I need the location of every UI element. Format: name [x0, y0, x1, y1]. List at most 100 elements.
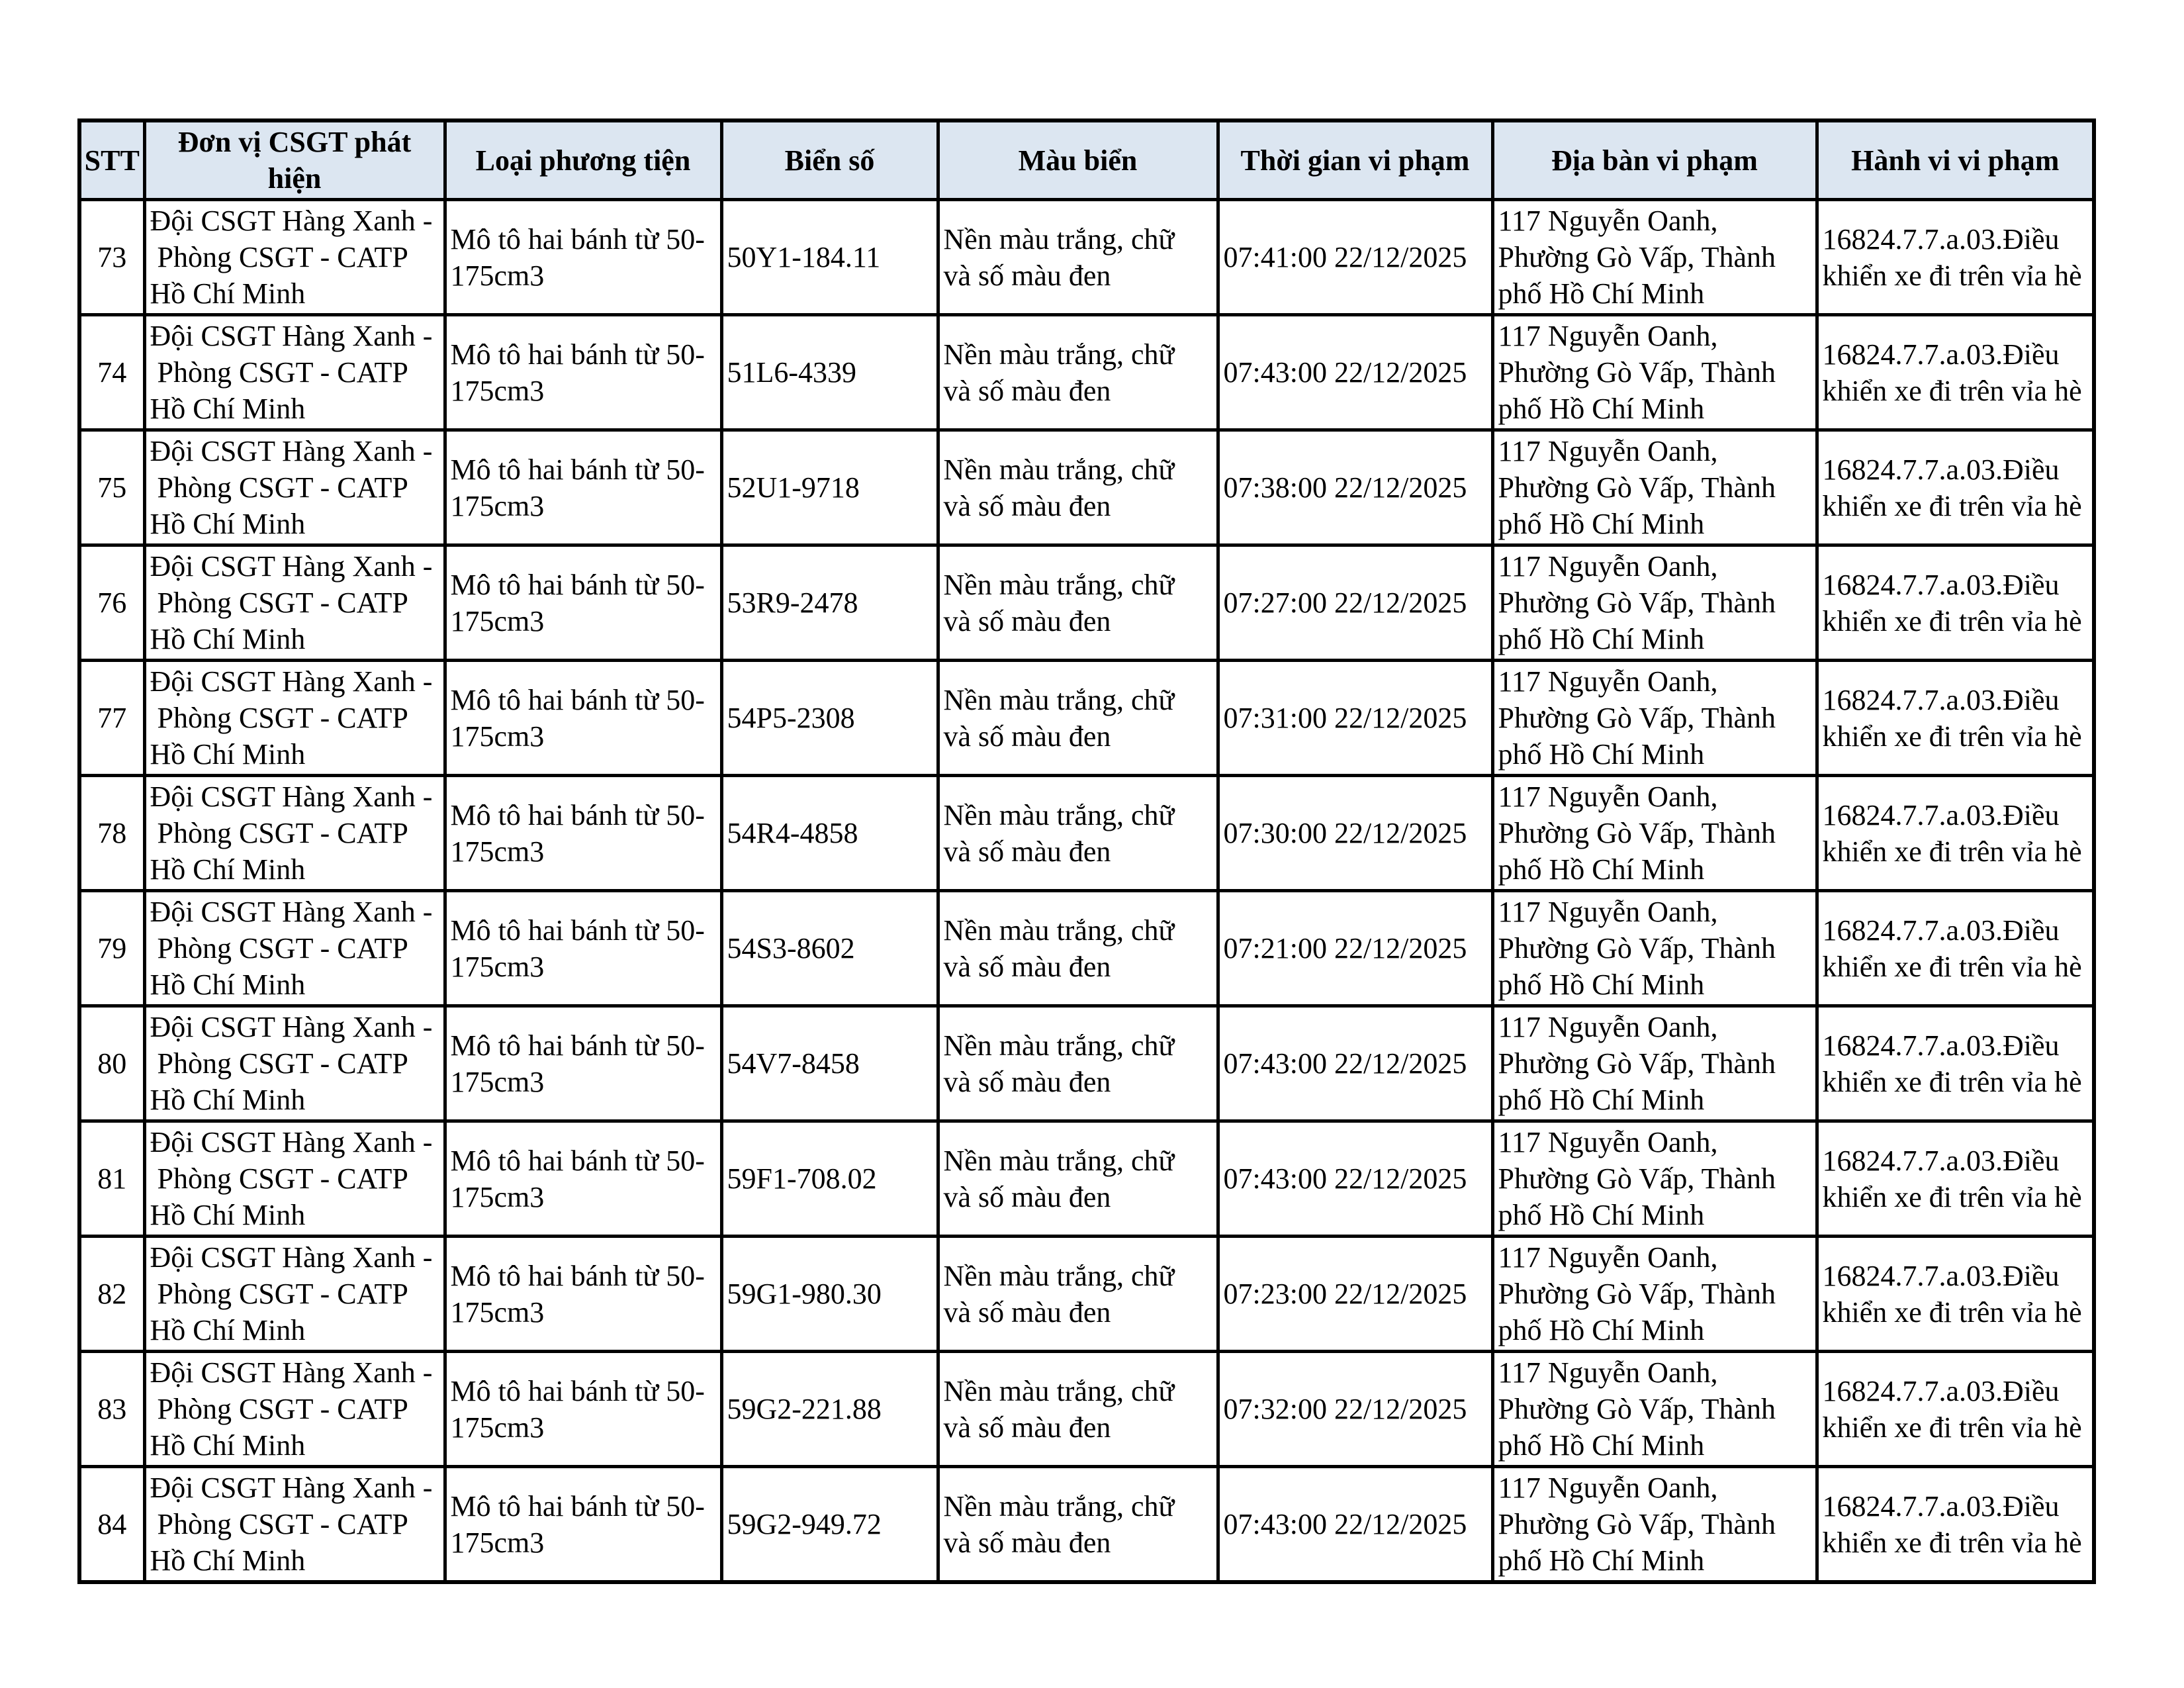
cell-mau-bien: Nền màu trắng, chữ và số màu đen: [936, 313, 1220, 432]
header-mau-bien: Màu biển: [936, 118, 1220, 201]
cell-loai-phuong-tien: Mô tô hai bánh từ 50- 175cm3: [443, 889, 723, 1008]
table-row: 77 Đội CSGT Hàng Xanh - Phòng CSGT - CAT…: [77, 659, 2096, 777]
cell-don-vi: Đội CSGT Hàng Xanh - Phòng CSGT - CATP H…: [142, 1004, 447, 1123]
cell-stt: 76: [77, 543, 146, 662]
cell-mau-bien: Nền màu trắng, chữ và số màu đen: [936, 659, 1220, 777]
cell-loai-phuong-tien: Mô tô hai bánh từ 50- 175cm3: [443, 1350, 723, 1468]
cell-hanh-vi: 16824.7.7.a.03.Điều khiển xe đi trên vỉa…: [1815, 198, 2096, 316]
cell-thoi-gian: 07:27:00 22/12/2025: [1216, 543, 1494, 662]
cell-don-vi: Đội CSGT Hàng Xanh - Phòng CSGT - CATP H…: [142, 774, 447, 892]
cell-don-vi: Đội CSGT Hàng Xanh - Phòng CSGT - CATP H…: [142, 543, 447, 662]
cell-stt: 81: [77, 1119, 146, 1238]
cell-bien-so: 51L6-4339: [719, 313, 940, 432]
table-row: 73 Đội CSGT Hàng Xanh - Phòng CSGT - CAT…: [77, 198, 2096, 316]
table-row: 83 Đội CSGT Hàng Xanh - Phòng CSGT - CAT…: [77, 1350, 2096, 1468]
cell-hanh-vi: 16824.7.7.a.03.Điều khiển xe đi trên vỉa…: [1815, 428, 2096, 547]
cell-dia-ban: 117 Nguyễn Oanh, Phường Gò Vấp, Thành ph…: [1490, 659, 1819, 777]
cell-dia-ban: 117 Nguyễn Oanh, Phường Gò Vấp, Thành ph…: [1490, 889, 1819, 1008]
table-row: 76 Đội CSGT Hàng Xanh - Phòng CSGT - CAT…: [77, 543, 2096, 662]
cell-bien-so: 59G2-949.72: [719, 1465, 940, 1584]
cell-don-vi: Đội CSGT Hàng Xanh - Phòng CSGT - CATP H…: [142, 313, 447, 432]
cell-loai-phuong-tien: Mô tô hai bánh từ 50- 175cm3: [443, 313, 723, 432]
cell-don-vi: Đội CSGT Hàng Xanh - Phòng CSGT - CATP H…: [142, 198, 447, 316]
cell-hanh-vi: 16824.7.7.a.03.Điều khiển xe đi trên vỉa…: [1815, 313, 2096, 432]
cell-don-vi: Đội CSGT Hàng Xanh - Phòng CSGT - CATP H…: [142, 1119, 447, 1238]
cell-thoi-gian: 07:31:00 22/12/2025: [1216, 659, 1494, 777]
header-don-vi-csgt: Đơn vị CSGT phát hiện: [142, 118, 447, 201]
cell-hanh-vi: 16824.7.7.a.03.Điều khiển xe đi trên vỉa…: [1815, 1119, 2096, 1238]
cell-thoi-gian: 07:38:00 22/12/2025: [1216, 428, 1494, 547]
cell-dia-ban: 117 Nguyễn Oanh, Phường Gò Vấp, Thành ph…: [1490, 1350, 1819, 1468]
table-row: 84 Đội CSGT Hàng Xanh - Phòng CSGT - CAT…: [77, 1465, 2096, 1584]
table-row: 75 Đội CSGT Hàng Xanh - Phòng CSGT - CAT…: [77, 428, 2096, 547]
header-loai-phuong-tien: Loại phương tiện: [443, 118, 723, 201]
header-stt: STT: [77, 118, 146, 201]
cell-thoi-gian: 07:43:00 22/12/2025: [1216, 1119, 1494, 1238]
cell-hanh-vi: 16824.7.7.a.03.Điều khiển xe đi trên vỉa…: [1815, 1465, 2096, 1584]
table-row: 74 Đội CSGT Hàng Xanh - Phòng CSGT - CAT…: [77, 313, 2096, 432]
cell-hanh-vi: 16824.7.7.a.03.Điều khiển xe đi trên vỉa…: [1815, 659, 2096, 777]
cell-dia-ban: 117 Nguyễn Oanh, Phường Gò Vấp, Thành ph…: [1490, 1004, 1819, 1123]
cell-loai-phuong-tien: Mô tô hai bánh từ 50- 175cm3: [443, 659, 723, 777]
cell-loai-phuong-tien: Mô tô hai bánh từ 50- 175cm3: [443, 198, 723, 316]
table-row: 82 Đội CSGT Hàng Xanh - Phòng CSGT - CAT…: [77, 1235, 2096, 1353]
cell-hanh-vi: 16824.7.7.a.03.Điều khiển xe đi trên vỉa…: [1815, 1350, 2096, 1468]
cell-loai-phuong-tien: Mô tô hai bánh từ 50- 175cm3: [443, 1004, 723, 1123]
cell-bien-so: 54V7-8458: [719, 1004, 940, 1123]
cell-mau-bien: Nền màu trắng, chữ và số màu đen: [936, 1350, 1220, 1468]
cell-bien-so: 54S3-8602: [719, 889, 940, 1008]
cell-bien-so: 50Y1-184.11: [719, 198, 940, 316]
header-hanh-vi-vi-pham: Hành vi vi phạm: [1815, 118, 2096, 201]
cell-stt: 78: [77, 774, 146, 892]
cell-stt: 75: [77, 428, 146, 547]
header-thoi-gian-vi-pham: Thời gian vi phạm: [1216, 118, 1494, 201]
cell-stt: 73: [77, 198, 146, 316]
cell-mau-bien: Nền màu trắng, chữ và số màu đen: [936, 1235, 1220, 1353]
cell-don-vi: Đội CSGT Hàng Xanh - Phòng CSGT - CATP H…: [142, 1465, 447, 1584]
cell-bien-so: 59G2-221.88: [719, 1350, 940, 1468]
cell-stt: 84: [77, 1465, 146, 1584]
cell-don-vi: Đội CSGT Hàng Xanh - Phòng CSGT - CATP H…: [142, 1350, 447, 1468]
cell-hanh-vi: 16824.7.7.a.03.Điều khiển xe đi trên vỉa…: [1815, 774, 2096, 892]
cell-bien-so: 54P5-2308: [719, 659, 940, 777]
cell-don-vi: Đội CSGT Hàng Xanh - Phòng CSGT - CATP H…: [142, 659, 447, 777]
header-row: STT Đơn vị CSGT phát hiện Loại phương ti…: [77, 118, 2096, 201]
cell-dia-ban: 117 Nguyễn Oanh, Phường Gò Vấp, Thành ph…: [1490, 1465, 1819, 1584]
cell-hanh-vi: 16824.7.7.a.03.Điều khiển xe đi trên vỉa…: [1815, 1235, 2096, 1353]
cell-loai-phuong-tien: Mô tô hai bánh từ 50- 175cm3: [443, 774, 723, 892]
cell-thoi-gian: 07:41:00 22/12/2025: [1216, 198, 1494, 316]
traffic-violation-table: STT Đơn vị CSGT phát hiện Loại phương ti…: [77, 118, 2096, 1584]
cell-hanh-vi: 16824.7.7.a.03.Điều khiển xe đi trên vỉa…: [1815, 543, 2096, 662]
cell-stt: 83: [77, 1350, 146, 1468]
cell-thoi-gian: 07:32:00 22/12/2025: [1216, 1350, 1494, 1468]
cell-thoi-gian: 07:30:00 22/12/2025: [1216, 774, 1494, 892]
cell-mau-bien: Nền màu trắng, chữ và số màu đen: [936, 1465, 1220, 1584]
cell-bien-so: 54R4-4858: [719, 774, 940, 892]
cell-stt: 77: [77, 659, 146, 777]
cell-thoi-gian: 07:21:00 22/12/2025: [1216, 889, 1494, 1008]
cell-bien-so: 59F1-708.02: [719, 1119, 940, 1238]
cell-mau-bien: Nền màu trắng, chữ và số màu đen: [936, 889, 1220, 1008]
cell-don-vi: Đội CSGT Hàng Xanh - Phòng CSGT - CATP H…: [142, 889, 447, 1008]
cell-loai-phuong-tien: Mô tô hai bánh từ 50- 175cm3: [443, 1235, 723, 1353]
cell-mau-bien: Nền màu trắng, chữ và số màu đen: [936, 1004, 1220, 1123]
cell-dia-ban: 117 Nguyễn Oanh, Phường Gò Vấp, Thành ph…: [1490, 1235, 1819, 1353]
cell-mau-bien: Nền màu trắng, chữ và số màu đen: [936, 774, 1220, 892]
cell-stt: 79: [77, 889, 146, 1008]
cell-loai-phuong-tien: Mô tô hai bánh từ 50- 175cm3: [443, 543, 723, 662]
cell-mau-bien: Nền màu trắng, chữ và số màu đen: [936, 428, 1220, 547]
cell-mau-bien: Nền màu trắng, chữ và số màu đen: [936, 198, 1220, 316]
cell-mau-bien: Nền màu trắng, chữ và số màu đen: [936, 1119, 1220, 1238]
cell-bien-so: 59G1-980.30: [719, 1235, 940, 1353]
cell-loai-phuong-tien: Mô tô hai bánh từ 50- 175cm3: [443, 428, 723, 547]
table-row: 81 Đội CSGT Hàng Xanh - Phòng CSGT - CAT…: [77, 1119, 2096, 1238]
cell-dia-ban: 117 Nguyễn Oanh, Phường Gò Vấp, Thành ph…: [1490, 543, 1819, 662]
cell-thoi-gian: 07:23:00 22/12/2025: [1216, 1235, 1494, 1353]
cell-dia-ban: 117 Nguyễn Oanh, Phường Gò Vấp, Thành ph…: [1490, 428, 1819, 547]
cell-dia-ban: 117 Nguyễn Oanh, Phường Gò Vấp, Thành ph…: [1490, 1119, 1819, 1238]
cell-thoi-gian: 07:43:00 22/12/2025: [1216, 1004, 1494, 1123]
cell-loai-phuong-tien: Mô tô hai bánh từ 50- 175cm3: [443, 1119, 723, 1238]
cell-hanh-vi: 16824.7.7.a.03.Điều khiển xe đi trên vỉa…: [1815, 1004, 2096, 1123]
cell-mau-bien: Nền màu trắng, chữ và số màu đen: [936, 543, 1220, 662]
